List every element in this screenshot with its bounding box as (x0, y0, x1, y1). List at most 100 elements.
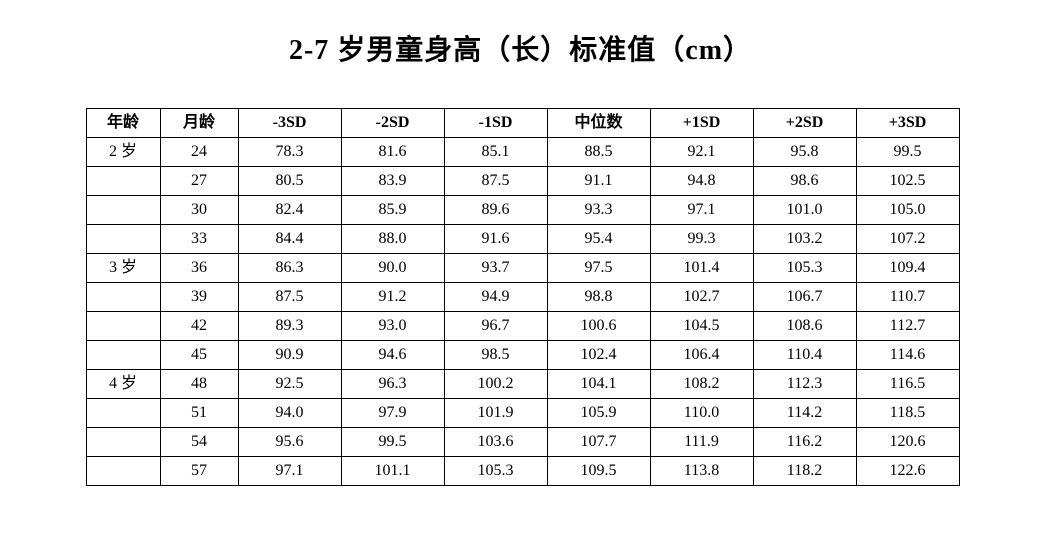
cell-neg2sd: 88.0 (341, 225, 444, 254)
cell-month: 51 (160, 399, 238, 428)
cell-pos2sd: 98.6 (753, 167, 856, 196)
cell-neg1sd: 85.1 (444, 138, 547, 167)
col-header-month: 月龄 (160, 109, 238, 138)
cell-pos1sd: 106.4 (650, 341, 753, 370)
cell-neg2sd: 101.1 (341, 457, 444, 486)
cell-month: 30 (160, 196, 238, 225)
cell-neg1sd: 89.6 (444, 196, 547, 225)
cell-neg2sd: 81.6 (341, 138, 444, 167)
cell-pos2sd: 110.4 (753, 341, 856, 370)
cell-pos1sd: 101.4 (650, 254, 753, 283)
cell-month: 33 (160, 225, 238, 254)
cell-median: 98.8 (547, 283, 650, 312)
col-header-neg2sd: -2SD (341, 109, 444, 138)
cell-neg1sd: 91.6 (444, 225, 547, 254)
cell-neg3sd: 92.5 (238, 370, 341, 399)
cell-age: 4 岁 (86, 370, 160, 399)
cell-median: 97.5 (547, 254, 650, 283)
cell-median: 102.4 (547, 341, 650, 370)
cell-neg3sd: 90.9 (238, 341, 341, 370)
cell-neg1sd: 96.7 (444, 312, 547, 341)
cell-month: 42 (160, 312, 238, 341)
cell-pos1sd: 113.8 (650, 457, 753, 486)
cell-pos3sd: 118.5 (856, 399, 959, 428)
cell-neg3sd: 87.5 (238, 283, 341, 312)
table-row: 3082.485.989.693.397.1101.0105.0 (86, 196, 959, 225)
table-row: 3 岁3686.390.093.797.5101.4105.3109.4 (86, 254, 959, 283)
table-body: 2 岁2478.381.685.188.592.195.899.52780.58… (86, 138, 959, 486)
col-header-neg3sd: -3SD (238, 109, 341, 138)
cell-neg3sd: 78.3 (238, 138, 341, 167)
table-row: 3987.591.294.998.8102.7106.7110.7 (86, 283, 959, 312)
table-row: 3384.488.091.695.499.3103.2107.2 (86, 225, 959, 254)
cell-pos2sd: 101.0 (753, 196, 856, 225)
cell-pos3sd: 116.5 (856, 370, 959, 399)
cell-median: 100.6 (547, 312, 650, 341)
cell-age (86, 341, 160, 370)
cell-neg2sd: 94.6 (341, 341, 444, 370)
table-row: 5797.1101.1105.3109.5113.8118.2122.6 (86, 457, 959, 486)
cell-pos3sd: 109.4 (856, 254, 959, 283)
page-title: 2-7 岁男童身高（长）标准值（cm） (0, 28, 1041, 68)
cell-median: 91.1 (547, 167, 650, 196)
table-row: 5194.097.9101.9105.9110.0114.2118.5 (86, 399, 959, 428)
cell-pos3sd: 102.5 (856, 167, 959, 196)
cell-pos1sd: 92.1 (650, 138, 753, 167)
cell-median: 88.5 (547, 138, 650, 167)
cell-neg3sd: 97.1 (238, 457, 341, 486)
cell-neg2sd: 91.2 (341, 283, 444, 312)
cell-neg2sd: 85.9 (341, 196, 444, 225)
cell-pos3sd: 114.6 (856, 341, 959, 370)
col-header-pos2sd: +2SD (753, 109, 856, 138)
cell-neg3sd: 82.4 (238, 196, 341, 225)
cell-neg1sd: 100.2 (444, 370, 547, 399)
table-row: 4289.393.096.7100.6104.5108.6112.7 (86, 312, 959, 341)
cell-month: 24 (160, 138, 238, 167)
table-row: 5495.699.5103.6107.7111.9116.2120.6 (86, 428, 959, 457)
col-header-neg1sd: -1SD (444, 109, 547, 138)
cell-month: 57 (160, 457, 238, 486)
cell-age: 2 岁 (86, 138, 160, 167)
cell-age (86, 399, 160, 428)
cell-age (86, 312, 160, 341)
cell-age (86, 225, 160, 254)
cell-age (86, 196, 160, 225)
cell-pos1sd: 111.9 (650, 428, 753, 457)
cell-pos2sd: 106.7 (753, 283, 856, 312)
cell-neg1sd: 103.6 (444, 428, 547, 457)
cell-pos1sd: 110.0 (650, 399, 753, 428)
cell-neg2sd: 93.0 (341, 312, 444, 341)
cell-median: 95.4 (547, 225, 650, 254)
cell-pos1sd: 102.7 (650, 283, 753, 312)
height-standard-table: 年龄 月龄 -3SD -2SD -1SD 中位数 +1SD +2SD +3SD … (86, 108, 960, 486)
cell-neg1sd: 101.9 (444, 399, 547, 428)
col-header-pos3sd: +3SD (856, 109, 959, 138)
cell-neg3sd: 95.6 (238, 428, 341, 457)
cell-median: 107.7 (547, 428, 650, 457)
cell-age (86, 457, 160, 486)
cell-pos2sd: 105.3 (753, 254, 856, 283)
cell-month: 27 (160, 167, 238, 196)
cell-month: 45 (160, 341, 238, 370)
table-row: 4 岁4892.596.3100.2104.1108.2112.3116.5 (86, 370, 959, 399)
cell-median: 109.5 (547, 457, 650, 486)
cell-neg3sd: 80.5 (238, 167, 341, 196)
cell-neg2sd: 97.9 (341, 399, 444, 428)
cell-age (86, 167, 160, 196)
cell-pos1sd: 94.8 (650, 167, 753, 196)
cell-neg2sd: 99.5 (341, 428, 444, 457)
cell-neg2sd: 90.0 (341, 254, 444, 283)
table-row: 2 岁2478.381.685.188.592.195.899.5 (86, 138, 959, 167)
cell-pos3sd: 112.7 (856, 312, 959, 341)
cell-age: 3 岁 (86, 254, 160, 283)
cell-month: 54 (160, 428, 238, 457)
col-header-pos1sd: +1SD (650, 109, 753, 138)
cell-pos1sd: 97.1 (650, 196, 753, 225)
cell-pos2sd: 95.8 (753, 138, 856, 167)
table-row: 2780.583.987.591.194.898.6102.5 (86, 167, 959, 196)
cell-pos2sd: 114.2 (753, 399, 856, 428)
cell-neg1sd: 94.9 (444, 283, 547, 312)
cell-median: 93.3 (547, 196, 650, 225)
cell-pos3sd: 122.6 (856, 457, 959, 486)
cell-pos3sd: 110.7 (856, 283, 959, 312)
